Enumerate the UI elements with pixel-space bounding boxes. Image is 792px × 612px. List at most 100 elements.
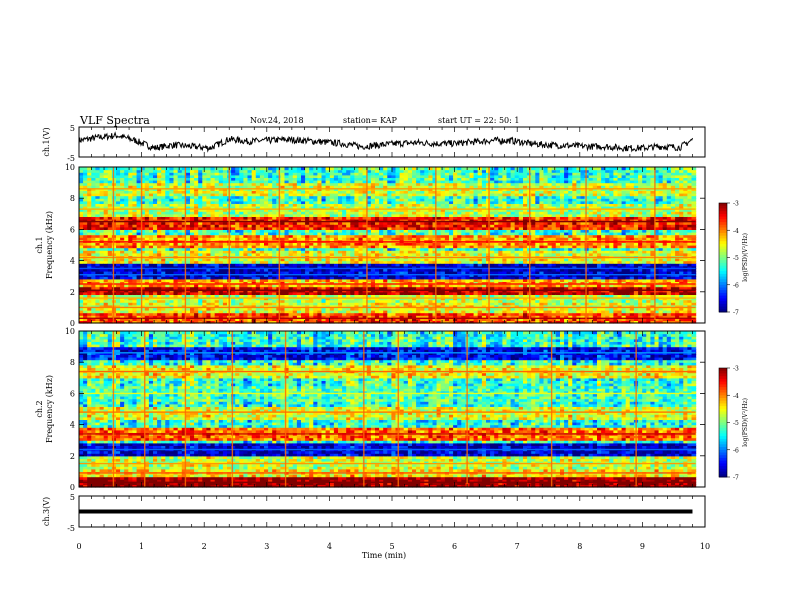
- ch1-spectrogram-cell: [95, 299, 101, 303]
- ch1-spectrogram-cell: [317, 250, 323, 254]
- ch1-spectrogram-cell: [161, 237, 166, 241]
- ch1-spectrogram-cell: [333, 315, 339, 319]
- ch1-spectrogram-cell: [243, 190, 249, 194]
- ch1-spectrogram-cell: [107, 307, 113, 311]
- ch1-spectrogram-cell: [87, 302, 92, 306]
- ch1-spectrogram-cell: [95, 203, 101, 207]
- ch1-spectrogram-cell: [140, 265, 146, 269]
- ch1-spectrogram-cell: [177, 245, 183, 249]
- ch1-spectrogram-cell: [235, 167, 240, 171]
- ch1-spectrogram-cell: [243, 307, 249, 311]
- ch1-spectrogram-cell: [107, 213, 113, 217]
- ch1-spectrogram-cell: [157, 224, 162, 228]
- ch1-spectrogram-cell: [235, 265, 240, 269]
- ch1-spectrogram-cell: [181, 229, 187, 233]
- ch1-spectrogram-cell: [190, 281, 195, 285]
- ch1-spectrogram-cell: [107, 312, 113, 316]
- ch1-spectrogram-cell: [222, 242, 228, 246]
- ch1-spectrogram-cell: [157, 185, 162, 189]
- ch1-spectrogram-cell: [91, 271, 96, 275]
- ch1-spectrogram-cell: [111, 226, 117, 230]
- ch1-spectrogram-cell: [136, 286, 142, 290]
- ch1-spectrogram-cell: [161, 198, 166, 202]
- ch1-spectrogram-cell: [255, 198, 261, 202]
- ch1-spectrogram-cell: [185, 299, 191, 303]
- ch1-spectrogram-cell: [116, 198, 121, 202]
- ch1-spectrogram-cell: [99, 299, 105, 303]
- ch1-spectrogram-cell: [107, 276, 113, 280]
- ch1-spectrogram-cell: [116, 265, 121, 269]
- ch1-spectrogram-cell: [321, 193, 327, 197]
- ch1-spectrogram-cell: [272, 310, 277, 314]
- ch1-spectrogram-cell: [144, 315, 150, 319]
- ch1-spectrogram-cell: [313, 219, 318, 223]
- ch1-spectrogram-cell: [255, 242, 261, 246]
- ch1-spectrogram-cell: [255, 271, 261, 275]
- ch1-spectrogram-cell: [202, 169, 207, 173]
- ch1-spectrogram-cell: [177, 304, 183, 308]
- ch1-spectrogram-cell: [321, 307, 327, 311]
- ch1-spectrogram-cell: [91, 180, 96, 184]
- ch1-spectrogram-cell: [309, 232, 314, 236]
- ch1-spectrogram-cell: [333, 250, 339, 254]
- ch1-spectrogram-cell: [243, 281, 249, 285]
- ch1-spectrogram-cell: [272, 258, 277, 262]
- ch1-spectrogram-cell: [79, 312, 84, 316]
- ch1-spectrogram-cell: [165, 268, 170, 272]
- ch1-spectrogram-cell: [148, 276, 154, 280]
- ch1-spectrogram-cell: [333, 216, 339, 220]
- ch1-spectrogram-cell: [132, 286, 138, 290]
- ch1-spectrogram-cell: [329, 213, 335, 217]
- ch1-spectrogram-cell: [120, 185, 125, 189]
- ch1-spectrogram-cell: [95, 247, 101, 251]
- ch1-spectrogram-cell: [157, 315, 162, 319]
- ch1-spectrogram-cell: [157, 208, 162, 212]
- ch1-spectrogram-cell: [317, 284, 323, 288]
- ch1-spectrogram-cell: [99, 247, 105, 251]
- ch1-spectrogram-cell: [325, 219, 331, 223]
- ch1-spectrogram-cell: [259, 169, 265, 173]
- ch1-spectrogram-cell: [124, 234, 129, 238]
- ch1-spectrogram-cell: [103, 180, 109, 184]
- ch1-spectrogram-cell: [321, 268, 327, 272]
- ch1-spectrogram-cell: [313, 278, 318, 282]
- ch1-spectrogram-cell: [157, 190, 162, 194]
- ch1-spectrogram-cell: [120, 177, 125, 181]
- ch1-spectrogram-cell: [268, 281, 273, 285]
- ch1-spectrogram-cell: [235, 245, 240, 249]
- ch1-spectrogram-cell: [301, 208, 306, 212]
- ch1-spectrogram-cell: [317, 252, 323, 256]
- ch1-spectrogram-cell: [87, 242, 92, 246]
- ch1-spectrogram-cell: [99, 304, 105, 308]
- ch1-spectrogram-cell: [103, 193, 109, 197]
- ch1-spectrogram-cell: [268, 200, 273, 204]
- ch1-spectrogram-cell: [161, 291, 166, 295]
- ch1-spectrogram-cell: [239, 206, 244, 210]
- ch1-spectrogram-cell: [309, 193, 314, 197]
- ch1-spectrogram-cell: [338, 312, 343, 316]
- ch1-spectrogram-cell: [309, 276, 314, 280]
- ch1-spectrogram-cell: [198, 258, 203, 262]
- ch1-spectrogram-cell: [169, 291, 175, 295]
- ch1-spectrogram-cell: [235, 286, 240, 290]
- ch1-spectrogram-cell: [338, 219, 343, 223]
- ch1-spectrogram-cell: [95, 242, 101, 246]
- ch1-spectrogram-cell: [317, 260, 323, 264]
- ch1-spectrogram-cell: [181, 258, 187, 262]
- ch1-spectrogram-cell: [124, 206, 129, 210]
- ch1-spectrogram-cell: [169, 278, 175, 282]
- ch1-spectrogram-cell: [251, 310, 257, 314]
- ch1-spectrogram-cell: [264, 174, 269, 178]
- ch1-spectrogram-cell: [292, 172, 298, 176]
- ch1-spectrogram-cell: [87, 278, 92, 282]
- ch1-spectrogram-cell: [264, 200, 269, 204]
- ch1-spectrogram-cell: [107, 232, 113, 236]
- ch1-spectrogram-cell: [280, 224, 286, 228]
- ch1-spectrogram-cell: [243, 299, 249, 303]
- ch1-spectrogram-cell: [103, 208, 109, 212]
- ch1-spectrogram-cell: [87, 294, 92, 298]
- ch1-spectrogram-cell: [124, 263, 129, 267]
- ch1-spectrogram-cell: [79, 247, 84, 251]
- ch1-spectrogram-cell: [103, 271, 109, 275]
- ch1-spectrogram-cell: [338, 211, 343, 215]
